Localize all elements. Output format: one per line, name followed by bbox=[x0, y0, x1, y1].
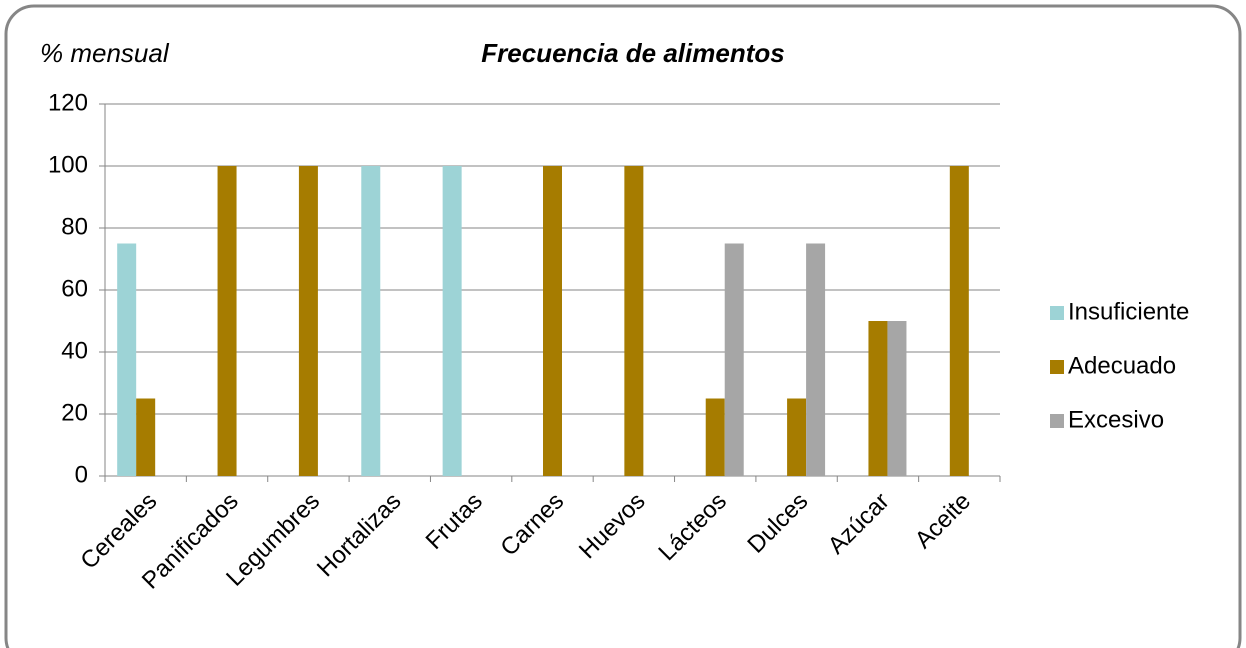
bar bbox=[361, 166, 381, 476]
bar bbox=[949, 166, 969, 476]
y-tick-label: 80 bbox=[61, 213, 88, 240]
y-tick-label: 40 bbox=[61, 337, 88, 364]
y-tick-label: 60 bbox=[61, 275, 88, 302]
bar bbox=[705, 398, 725, 476]
bar bbox=[543, 166, 562, 476]
bar bbox=[298, 166, 318, 476]
legend-swatch bbox=[1050, 414, 1064, 428]
bar bbox=[887, 321, 907, 476]
legend-swatch bbox=[1050, 306, 1064, 320]
legend-label: Adecuado bbox=[1068, 352, 1176, 379]
bar bbox=[217, 166, 237, 476]
bar bbox=[442, 166, 462, 476]
y-tick-label: 20 bbox=[61, 399, 88, 426]
bar bbox=[136, 398, 156, 476]
bar bbox=[724, 243, 744, 476]
legend-label: Excesivo bbox=[1068, 406, 1164, 433]
bar bbox=[117, 243, 137, 476]
chart-title: Frecuencia de alimentos bbox=[481, 38, 784, 68]
y-tick-label: 120 bbox=[48, 89, 88, 116]
legend-swatch bbox=[1050, 360, 1064, 374]
legend-label: Insuficiente bbox=[1068, 298, 1189, 325]
y-tick-label: 100 bbox=[48, 151, 88, 178]
bar bbox=[787, 398, 807, 476]
y-tick-label: 0 bbox=[75, 461, 88, 488]
y-axis-label: % mensual bbox=[40, 38, 170, 68]
bar bbox=[806, 243, 826, 476]
bar bbox=[868, 321, 888, 476]
bar bbox=[624, 166, 644, 476]
